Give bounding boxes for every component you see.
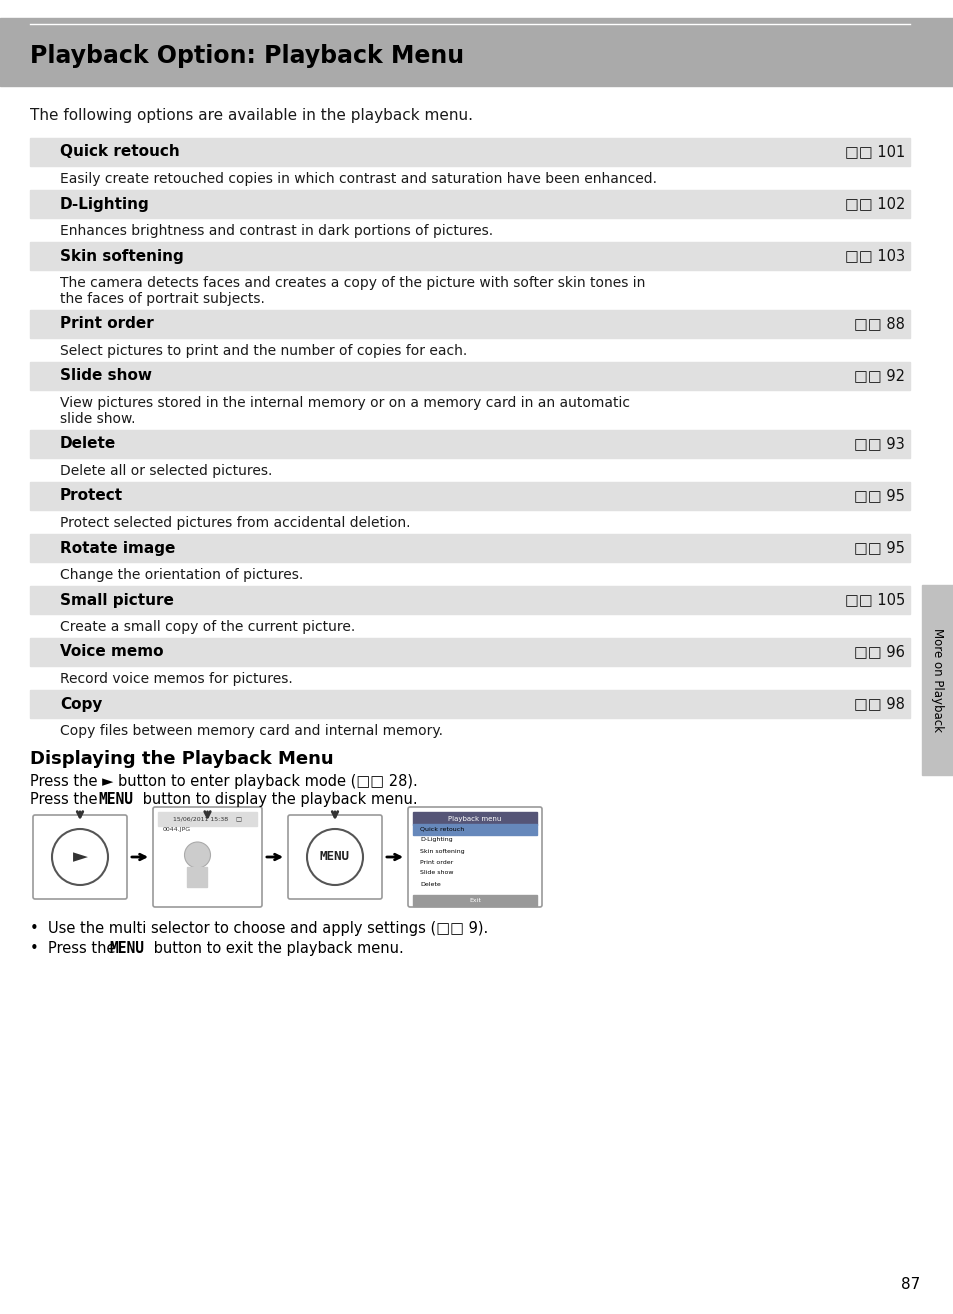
Bar	[30, 482, 909, 510]
Text: button to display the playback menu.: button to display the playback menu.	[138, 792, 417, 807]
Text: slide show.: slide show.	[60, 413, 135, 426]
Text: Quick retouch: Quick retouch	[60, 145, 179, 159]
Text: Protect: Protect	[60, 489, 123, 503]
Bar	[30, 242, 909, 269]
Bar	[30, 430, 909, 459]
Text: Select pictures to print and the number of copies for each.: Select pictures to print and the number …	[60, 344, 467, 357]
Bar	[30, 191, 909, 218]
Text: □□ 101: □□ 101	[843, 145, 904, 159]
Bar	[413, 895, 537, 905]
Text: Exit: Exit	[469, 899, 480, 904]
Text: □□ 98: □□ 98	[853, 696, 904, 711]
Text: the faces of portrait subjects.: the faces of portrait subjects.	[60, 292, 265, 306]
Text: button to exit the playback menu.: button to exit the playback menu.	[149, 941, 403, 957]
Text: Copy files between memory card and internal memory.: Copy files between memory card and inter…	[60, 724, 442, 738]
Text: 87: 87	[900, 1277, 919, 1292]
Text: Rotate image: Rotate image	[60, 540, 175, 556]
Text: □□ 102: □□ 102	[843, 197, 904, 212]
Bar	[413, 812, 537, 825]
FancyBboxPatch shape	[33, 815, 127, 899]
Text: □□ 105: □□ 105	[843, 593, 904, 607]
Text: Skin softening: Skin softening	[419, 849, 464, 854]
Text: □□ 95: □□ 95	[853, 489, 904, 503]
Text: Displaying the Playback Menu: Displaying the Playback Menu	[30, 750, 334, 767]
Text: Copy: Copy	[60, 696, 102, 711]
Text: The following options are available in the playback menu.: The following options are available in t…	[30, 108, 473, 124]
Circle shape	[184, 842, 211, 869]
Text: More on Playback: More on Playback	[930, 628, 943, 732]
Bar	[413, 824, 537, 834]
Text: 15/06/2011 15:38    □: 15/06/2011 15:38 □	[172, 816, 242, 821]
Text: □□ 95: □□ 95	[853, 540, 904, 556]
Text: □□ 93: □□ 93	[853, 436, 904, 452]
Text: Print order: Print order	[60, 317, 153, 331]
Text: The camera detects faces and creates a copy of the picture with softer skin tone: The camera detects faces and creates a c…	[60, 276, 644, 290]
Text: MENU: MENU	[109, 941, 144, 957]
Text: Delete all or selected pictures.: Delete all or selected pictures.	[60, 464, 273, 478]
Text: Protect selected pictures from accidental deletion.: Protect selected pictures from accidenta…	[60, 516, 410, 530]
Bar	[188, 867, 208, 887]
Text: MENU: MENU	[98, 792, 132, 807]
Text: Playback menu: Playback menu	[448, 816, 501, 823]
Text: Skin softening: Skin softening	[60, 248, 184, 264]
Circle shape	[52, 829, 108, 886]
Text: Enhances brightness and contrast in dark portions of pictures.: Enhances brightness and contrast in dark…	[60, 223, 493, 238]
Text: Record voice memos for pictures.: Record voice memos for pictures.	[60, 671, 293, 686]
Bar	[30, 361, 909, 390]
Bar	[30, 138, 909, 166]
Text: MENU: MENU	[319, 850, 350, 863]
FancyBboxPatch shape	[408, 807, 541, 907]
Text: Voice memo: Voice memo	[60, 644, 163, 660]
Text: □□ 88: □□ 88	[853, 317, 904, 331]
Text: Playback Option: Playback Menu: Playback Option: Playback Menu	[30, 43, 464, 68]
Bar	[30, 310, 909, 338]
Text: Delete: Delete	[419, 882, 440, 887]
Bar	[30, 533, 909, 562]
Text: ►: ►	[72, 848, 88, 866]
Circle shape	[307, 829, 363, 886]
Bar	[921, 585, 953, 775]
Bar	[30, 639, 909, 666]
Text: 0044.JPG: 0044.JPG	[163, 827, 191, 832]
Text: View pictures stored in the internal memory or on a memory card in an automatic: View pictures stored in the internal mem…	[60, 396, 629, 410]
Text: □□ 103: □□ 103	[844, 248, 904, 264]
Text: Quick retouch: Quick retouch	[419, 827, 464, 832]
Text: Small picture: Small picture	[60, 593, 173, 607]
FancyBboxPatch shape	[288, 815, 381, 899]
Text: Slide show: Slide show	[60, 368, 152, 384]
Text: □□ 92: □□ 92	[853, 368, 904, 384]
Text: Create a small copy of the current picture.: Create a small copy of the current pictu…	[60, 620, 355, 633]
Text: •  Use the multi selector to choose and apply settings (□□ 9).: • Use the multi selector to choose and a…	[30, 921, 488, 936]
Text: Easily create retouched copies in which contrast and saturation have been enhanc: Easily create retouched copies in which …	[60, 172, 657, 187]
Text: Change the orientation of pictures.: Change the orientation of pictures.	[60, 568, 303, 582]
Bar	[158, 812, 256, 827]
Text: •  Press the: • Press the	[30, 941, 120, 957]
Bar	[30, 690, 909, 717]
Text: Print order: Print order	[419, 859, 453, 865]
Text: Delete: Delete	[60, 436, 116, 452]
Bar	[0, 18, 953, 85]
Bar	[30, 586, 909, 614]
FancyBboxPatch shape	[152, 807, 262, 907]
Text: Slide show: Slide show	[419, 870, 453, 875]
Text: □□ 96: □□ 96	[853, 644, 904, 660]
Text: Press the ► button to enter playback mode (□□ 28).: Press the ► button to enter playback mod…	[30, 774, 417, 788]
Text: Press the: Press the	[30, 792, 102, 807]
Text: D-Lighting: D-Lighting	[419, 837, 452, 842]
Text: D-Lighting: D-Lighting	[60, 197, 150, 212]
